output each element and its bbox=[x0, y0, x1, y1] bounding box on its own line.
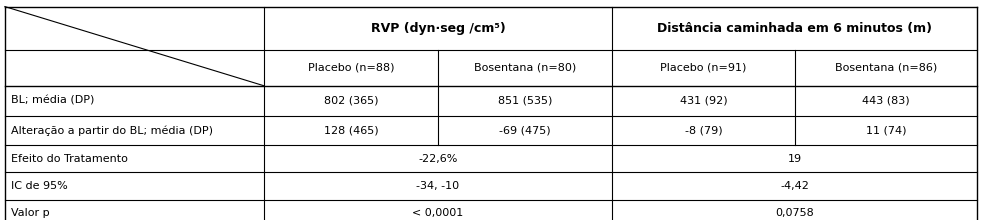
Text: BL; média (DP): BL; média (DP) bbox=[11, 96, 94, 106]
Text: Distância caminhada em 6 minutos (m): Distância caminhada em 6 minutos (m) bbox=[657, 22, 932, 35]
Text: Placebo (n=88): Placebo (n=88) bbox=[307, 63, 394, 73]
Text: 851 (535): 851 (535) bbox=[498, 96, 552, 106]
Text: 0,0758: 0,0758 bbox=[775, 208, 814, 218]
Text: Alteração a partir do BL; média (DP): Alteração a partir do BL; média (DP) bbox=[11, 125, 213, 136]
Text: Bosentana (n=80): Bosentana (n=80) bbox=[474, 63, 576, 73]
Text: 431 (92): 431 (92) bbox=[680, 96, 728, 106]
Text: 19: 19 bbox=[788, 154, 801, 164]
Text: -8 (79): -8 (79) bbox=[684, 125, 722, 136]
Text: -4,42: -4,42 bbox=[781, 181, 809, 191]
Text: -69 (475): -69 (475) bbox=[499, 125, 551, 136]
Text: IC de 95%: IC de 95% bbox=[11, 181, 68, 191]
Text: 443 (83): 443 (83) bbox=[862, 96, 909, 106]
Text: 11 (74): 11 (74) bbox=[865, 125, 906, 136]
Text: RVP (dyn·seg /cm⁵): RVP (dyn·seg /cm⁵) bbox=[370, 22, 506, 35]
Text: Valor p: Valor p bbox=[11, 208, 49, 218]
Text: -22,6%: -22,6% bbox=[418, 154, 458, 164]
Text: 802 (365): 802 (365) bbox=[324, 96, 378, 106]
Text: Placebo (n=91): Placebo (n=91) bbox=[660, 63, 746, 73]
Text: 128 (465): 128 (465) bbox=[324, 125, 378, 136]
Text: Efeito do Tratamento: Efeito do Tratamento bbox=[11, 154, 128, 164]
Text: -34, -10: -34, -10 bbox=[416, 181, 460, 191]
Text: Bosentana (n=86): Bosentana (n=86) bbox=[835, 63, 937, 73]
Text: < 0,0001: < 0,0001 bbox=[412, 208, 464, 218]
